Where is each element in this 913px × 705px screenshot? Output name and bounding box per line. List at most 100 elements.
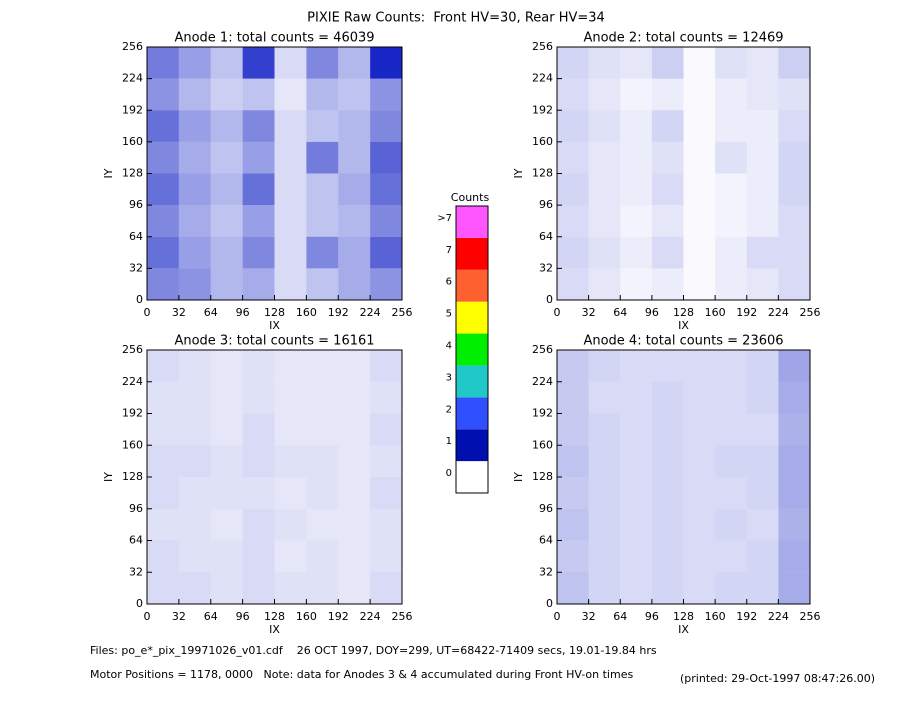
y-tick-label: 96 [539, 502, 553, 515]
heatmap-cell [210, 540, 243, 573]
heatmap-cell [147, 572, 179, 604]
y-tick-label: 0 [546, 597, 553, 610]
heatmap-cell [242, 141, 275, 174]
x-tick-label: 192 [328, 306, 349, 319]
x-tick-label: 32 [172, 610, 186, 623]
heatmap-cell [588, 572, 621, 604]
heatmap-cell [651, 413, 684, 446]
heatmap-cell [338, 540, 371, 573]
heatmap-cell [651, 350, 684, 382]
heatmap-cell [242, 268, 275, 300]
x-tick-label: 160 [296, 306, 317, 319]
heatmap-cell [274, 110, 307, 142]
heatmap-cell [306, 141, 339, 174]
heatmap-cell [588, 110, 621, 142]
heatmap-cell [338, 173, 371, 206]
y-tick-label: 192 [122, 103, 143, 116]
y-tick-label: 32 [129, 261, 143, 274]
y-axis-label: IY [512, 472, 525, 482]
heatmap-cell [683, 540, 716, 573]
heatmap-cell [147, 445, 179, 477]
heatmap-cell [651, 205, 684, 237]
heatmap-cell [715, 78, 747, 111]
heatmap-cell [620, 173, 652, 206]
heatmap-cell [778, 205, 810, 237]
heatmap-cell [210, 477, 243, 509]
heatmap-cell [651, 141, 684, 174]
heatmap-cell [557, 572, 589, 604]
x-tick-label: 128 [264, 306, 285, 319]
heatmap-cell [210, 141, 243, 174]
heatmap-cell [746, 413, 779, 446]
heatmap-cell [778, 381, 810, 414]
heatmap-cell [778, 445, 810, 477]
heatmap-cell [715, 205, 747, 237]
heatmap-cell [651, 381, 684, 414]
heatmap-cell [746, 47, 779, 79]
heatmap-cell [178, 350, 211, 382]
heatmap-cell [306, 173, 339, 206]
heatmap-cell [557, 141, 589, 174]
colorbar-segment [456, 365, 488, 398]
heatmap-cell [651, 445, 684, 477]
x-tick-label: 0 [554, 610, 561, 623]
heatmap-cell [147, 268, 179, 300]
footer-motor: Motor Positions = 1178, 0000 Note: data … [90, 668, 633, 681]
heatmap-cell [715, 236, 747, 269]
heatmap-cell [778, 141, 810, 174]
heatmap-cell [274, 350, 307, 382]
heatmap-cell [715, 413, 747, 446]
heatmap-cell [306, 508, 339, 541]
heatmap-cell [651, 540, 684, 573]
heatmap-cell [620, 445, 652, 477]
heatmap-cell [588, 445, 621, 477]
heatmap-cell [620, 413, 652, 446]
heatmap-cell [306, 445, 339, 477]
x-tick-label: 96 [236, 306, 250, 319]
x-tick-label: 32 [582, 610, 596, 623]
heatmap-cell [242, 540, 275, 573]
heatmap-cell [370, 205, 402, 237]
heatmap-cell [715, 381, 747, 414]
heatmap-cell [242, 205, 275, 237]
heatmap-cell [210, 173, 243, 206]
y-tick-label: 32 [539, 565, 553, 578]
colorbar-title: Counts [451, 191, 490, 204]
y-tick-label: 192 [532, 103, 553, 116]
heatmap-cell [370, 350, 402, 382]
heatmap-cell [588, 205, 621, 237]
heatmap-cell [715, 508, 747, 541]
heatmap-cell [242, 508, 275, 541]
heatmap-cell [370, 572, 402, 604]
heatmap-cell [715, 445, 747, 477]
heatmap-cell [210, 205, 243, 237]
heatmap-cell [242, 236, 275, 269]
heatmap-cell [778, 477, 810, 509]
heatmap-cell [715, 350, 747, 382]
heatmap-cell [178, 141, 211, 174]
colorbar-label: 4 [446, 341, 452, 352]
heatmap-cell [651, 477, 684, 509]
heatmap-cell [210, 110, 243, 142]
heatmap-cell [557, 381, 589, 414]
heatmap-cell [274, 381, 307, 414]
heatmap-cell [557, 477, 589, 509]
figure-title: PIXIE Raw Counts: Front HV=30, Rear HV=3… [307, 11, 605, 26]
x-tick-label: 96 [645, 610, 659, 623]
heatmap-cell [588, 477, 621, 509]
heatmap-cell [242, 78, 275, 111]
x-tick-label: 224 [768, 610, 789, 623]
heatmap-cell [306, 572, 339, 604]
heatmap-cell [620, 350, 652, 382]
heatmap-cell [274, 141, 307, 174]
x-tick-label: 256 [800, 610, 821, 623]
x-axis-label: IX [678, 319, 689, 332]
heatmap-cell [746, 173, 779, 206]
heatmap-cell [147, 508, 179, 541]
y-tick-label: 0 [136, 597, 143, 610]
heatmap-cell [210, 572, 243, 604]
y-tick-label: 160 [122, 438, 143, 451]
heatmap-cell [306, 268, 339, 300]
heatmap-cell [684, 174, 716, 206]
